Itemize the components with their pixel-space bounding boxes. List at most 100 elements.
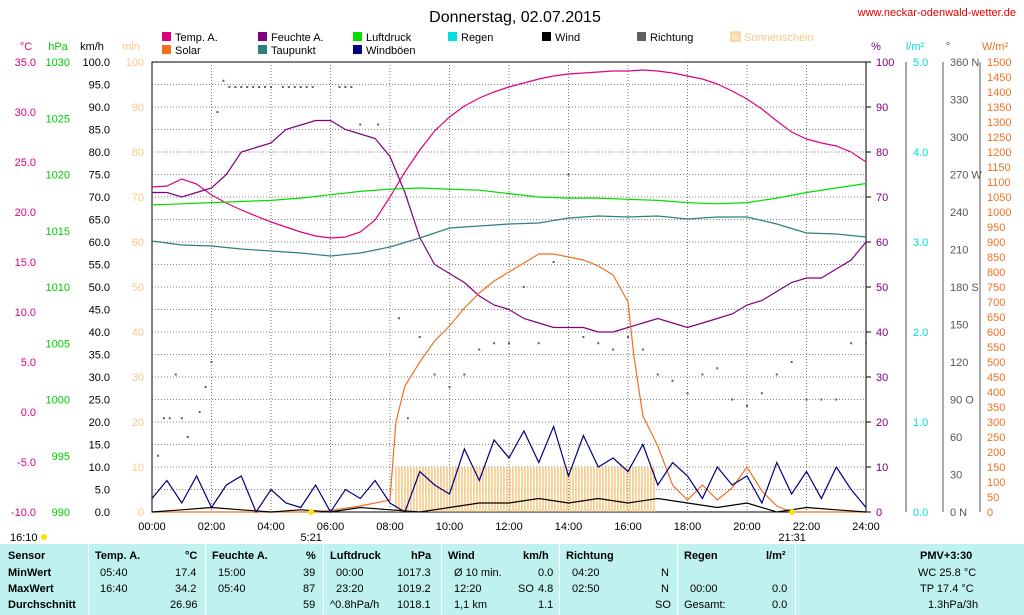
axis-tick-solar: 100 [987, 477, 1005, 489]
axis-tick-time: 22:00 [793, 521, 821, 533]
axis-tick-humidity: 0 [876, 507, 882, 519]
stat-separator [795, 544, 796, 615]
legend-label-feuchte: Feuchte A. [271, 32, 324, 44]
website-link[interactable]: www.neckar-odenwald-wetter.de [857, 7, 1016, 19]
stat-wind-r2-dir: SO [518, 583, 534, 595]
axis-tick-solar: 50 [987, 492, 999, 504]
series-line-temp [151, 69, 867, 239]
axis-tick-humidity: 10 [876, 462, 888, 474]
axis-tick-temp: 10.0 [15, 307, 36, 319]
axis-tick-wind: 35.0 [89, 350, 110, 362]
axis-tick-solar: 350 [987, 402, 1005, 414]
axis-tick-time: 00:00 [138, 521, 166, 533]
axis-tick-sunshine: 30 [132, 372, 144, 384]
legend-label-sonnenschein: Sonnenschein [744, 32, 814, 44]
axis-tick-rain: 3.0 [913, 237, 928, 249]
axis-tick-sunshine: 40 [132, 327, 144, 339]
direction-point [168, 417, 171, 420]
axis-unit-label: hPa [48, 41, 68, 53]
axis-tick-solar: 1300 [987, 117, 1011, 129]
axis-tick-solar: 300 [987, 417, 1005, 429]
axis-tick-solar: 1150 [987, 162, 1011, 174]
axis-tick-pressure: 1010 [46, 282, 70, 294]
axis-tick-direction: 270 W [950, 170, 982, 182]
axis-tick-rain: 0.0 [913, 507, 928, 519]
series-line-luftdruck [151, 182, 867, 206]
axis-tick-wind: 70.0 [89, 192, 110, 204]
axis-tick-time: 04:00 [257, 521, 285, 533]
direction-point [552, 261, 555, 263]
legend-swatch-taupunkt [258, 45, 267, 54]
series-line-windboeen [151, 424, 867, 514]
stat-feuchte-min-val: 39 [303, 567, 316, 579]
axis-tick-solar: 0 [987, 507, 993, 519]
axis-tick-solar: 600 [987, 327, 1005, 339]
direction-point [180, 417, 183, 420]
stat-pmv-tp: TP 17.4 °C [920, 583, 974, 595]
direction-point [186, 436, 189, 438]
stat-separator [559, 544, 560, 615]
stat-richtung-r2-dir: N [661, 583, 669, 595]
stat-luftdruck-min-val: 1017.3 [397, 567, 431, 579]
axis-tick-humidity: 20 [876, 417, 888, 429]
axis-tick-direction: 0 N [950, 507, 967, 519]
axis-tick-solar: 450 [987, 372, 1005, 384]
statistics-panel: Sensor MinWert MaxWert Durchschnitt Temp… [0, 544, 1024, 615]
direction-point [311, 86, 314, 88]
direction-point [258, 86, 261, 88]
legend-swatch-windboeen [353, 45, 362, 54]
direction-point [293, 86, 296, 88]
stat-luftdruck-min-time: 00:00 [336, 567, 364, 579]
axis-tick-direction: 300 [950, 132, 968, 144]
direction-point [359, 123, 362, 126]
axis-tick-pressure: 1025 [46, 113, 70, 125]
stat-regen-r2-val: 0.0 [772, 583, 788, 595]
axis-tick-solar: 1100 [987, 177, 1011, 189]
chart-grid [151, 61, 867, 513]
stat-wind-r3-label: 1,1 km [454, 599, 488, 611]
legend-label-wind: Wind [555, 32, 580, 44]
axis-tick-wind: 20.0 [89, 417, 110, 429]
direction-point [228, 86, 231, 88]
direction-point [671, 379, 674, 382]
stat-pmv-header: PMV+3:30 [920, 550, 973, 562]
axis-tick-solar: 950 [987, 222, 1005, 234]
stat-temp-avg: 26.96 [170, 599, 198, 611]
direction-point [686, 392, 689, 395]
stat-richtung-header: Richtung [566, 550, 614, 562]
stat-wind-r2-val: 4.8 [538, 583, 554, 595]
axis-tick-humidity: 40 [876, 327, 888, 339]
axis-tick-solar: 850 [987, 252, 1005, 264]
axis-tick-time: 20:00 [733, 521, 761, 533]
axis-tick-wind: 25.0 [89, 395, 110, 407]
axis-tick-sunshine: 60 [132, 237, 144, 249]
direction-point [204, 386, 207, 388]
stat-richtung-r1-dir: N [661, 567, 669, 579]
axis-unit-label: °C [20, 41, 32, 53]
stat-min-label: MinWert [8, 567, 52, 579]
direction-point [760, 392, 763, 395]
direction-point [731, 398, 734, 401]
direction-point [865, 342, 867, 345]
axis-unit-label: km/h [80, 41, 104, 53]
direction-point [281, 86, 284, 88]
direction-point [222, 79, 225, 82]
axis-tick-solar: 1050 [987, 192, 1011, 204]
axis-tick-time: 08:00 [376, 521, 404, 533]
axis-tick-solar: 1000 [987, 207, 1011, 219]
sunrise-label: 5:21 [300, 532, 321, 544]
axis-tick-wind: 65.0 [89, 215, 110, 227]
chart-axes: 35.0 30.0 25.0 20.0 15.0 10.0 5.0 0.0 -5.0 -10.0 1… [11, 57, 1012, 533]
stat-pmv-wc: WC 25.8 °C [918, 567, 977, 579]
direction-point [597, 342, 600, 345]
stat-separator [677, 544, 678, 615]
legend-swatch-luftdruck [353, 32, 362, 41]
direction-point [448, 386, 451, 388]
direction-point [216, 111, 219, 113]
axis-tick-time: 12:00 [495, 521, 523, 533]
stat-luftdruck-trend: ^0.8hPa/h [330, 599, 380, 611]
direction-point [299, 86, 302, 88]
legend-label-taupunkt: Taupunkt [271, 45, 316, 57]
legend-swatch-sonnenschein [730, 31, 741, 42]
axis-tick-direction: 90 O [950, 395, 974, 407]
